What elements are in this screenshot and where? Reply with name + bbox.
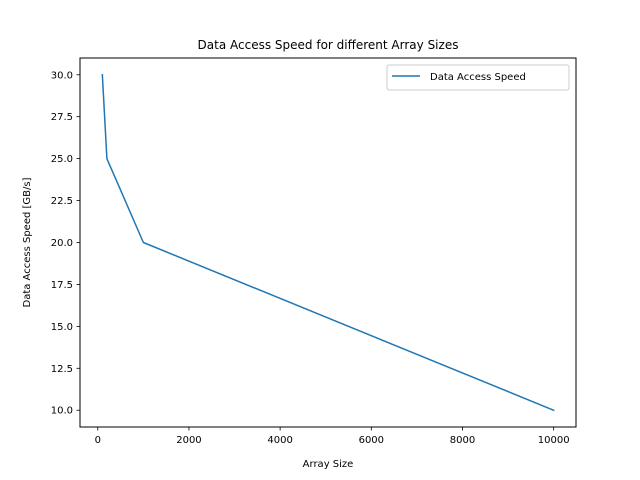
x-tick-label: 0 bbox=[95, 435, 101, 446]
x-axis-label: Array Size bbox=[303, 459, 354, 470]
series-line bbox=[101, 73, 555, 412]
legend-label: Data Access Speed bbox=[430, 72, 526, 83]
legend: Data Access Speed bbox=[386, 64, 570, 91]
x-tick-label: 2000 bbox=[176, 435, 201, 446]
y-tick-label: 22.5 bbox=[51, 196, 73, 207]
y-axis-ticks: 10.0 12.5 15.0 17.5 20.0 22.5 25.0 27.5 30.0 bbox=[51, 70, 80, 417]
y-tick-label: 10.0 bbox=[51, 406, 73, 417]
series-layer bbox=[101, 73, 555, 412]
x-tick-label: 6000 bbox=[359, 435, 384, 446]
chart-title: Data Access Speed for different Array Si… bbox=[198, 38, 459, 52]
y-tick-label: 30.0 bbox=[51, 70, 73, 81]
x-tick-label: 4000 bbox=[267, 435, 292, 446]
y-tick-label: 12.5 bbox=[51, 364, 73, 375]
x-tick-label: 10000 bbox=[538, 435, 570, 446]
y-tick-label: 15.0 bbox=[51, 322, 73, 333]
y-tick-label: 17.5 bbox=[51, 280, 73, 291]
x-tick-label: 8000 bbox=[450, 435, 475, 446]
y-tick-label: 27.5 bbox=[51, 112, 73, 123]
plot-area bbox=[80, 58, 576, 427]
y-tick-label: 20.0 bbox=[51, 238, 73, 249]
legend-box bbox=[386, 64, 570, 91]
y-axis-label: Data Access Speed [GB/s] bbox=[22, 177, 33, 307]
y-tick-label: 25.0 bbox=[51, 154, 73, 165]
x-axis-ticks: 0 2000 4000 6000 8000 10000 bbox=[95, 427, 570, 446]
